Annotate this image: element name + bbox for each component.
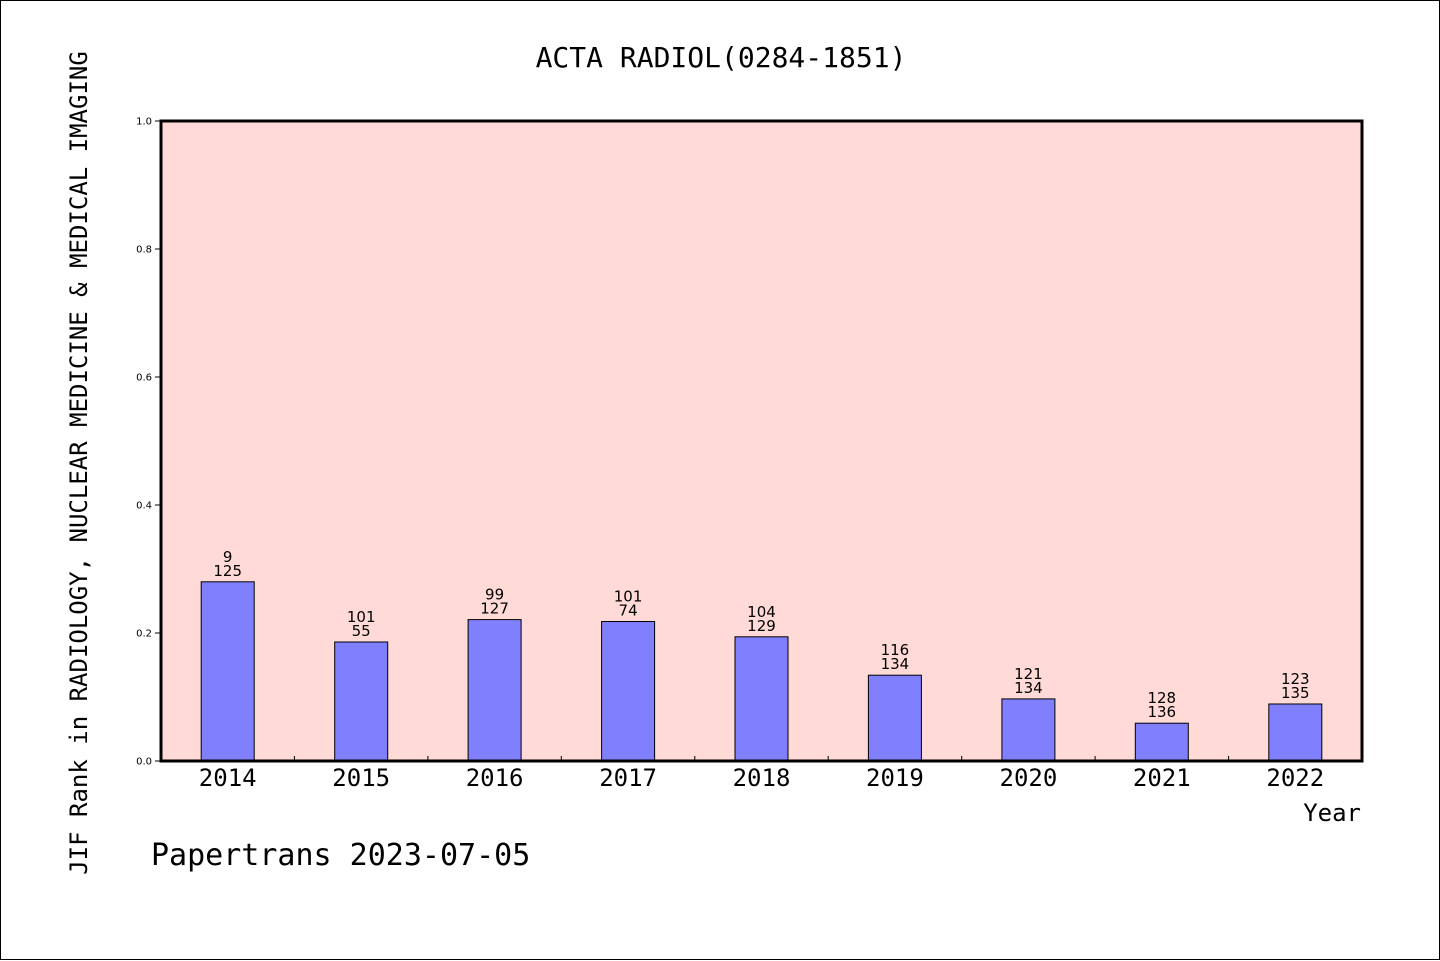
bar-2019	[867, 674, 922, 762]
bars-layer	[200, 581, 1323, 762]
x-tick-label-2022: 2022	[1266, 764, 1324, 792]
bar-label-bottom-2015: 55	[352, 622, 371, 640]
chart-title: ACTA RADIOL(0284-1851)	[536, 41, 907, 74]
x-axis-ticks: 2014 2015 2016 2017 2018 2019 2020 2021 2022	[199, 756, 1324, 792]
bar-2015	[334, 641, 389, 762]
y-tick-label: 1.0	[136, 117, 152, 128]
bar-label-bottom-2018: 129	[747, 617, 776, 635]
bar-2021	[1134, 722, 1189, 762]
bar-2014	[200, 581, 255, 762]
x-tick-label-2021: 2021	[1133, 764, 1191, 792]
y-tick-label: 0.0	[136, 757, 152, 768]
x-tick-label-2020: 2020	[1000, 764, 1058, 792]
y-tick-label: 0.8	[136, 245, 152, 256]
x-tick-label-2016: 2016	[466, 764, 524, 792]
y-tick-label: 0.2	[136, 629, 152, 640]
y-axis-ticks: 0.0 0.2 0.4 0.6 0.8 1.0	[136, 117, 161, 768]
x-tick-label-2017: 2017	[599, 764, 657, 792]
bar-label-top-2016: 99	[485, 586, 504, 604]
bar-label-top-2015: 101	[347, 608, 376, 626]
bar-label-bottom-2019: 134	[881, 655, 910, 673]
y-tick-label: 0.6	[136, 373, 152, 384]
x-tick-label-2018: 2018	[733, 764, 791, 792]
x-axis-label: Year	[1303, 799, 1361, 827]
bar-label-bottom-2020: 134	[1014, 679, 1043, 697]
x-tick-label-2019: 2019	[866, 764, 924, 792]
bar-2020	[1001, 698, 1056, 762]
bar-label-top-2019: 116	[881, 641, 910, 659]
bar-label-top-2014: 9	[223, 548, 233, 566]
bar-2022	[1268, 703, 1323, 762]
bar-2016	[467, 619, 522, 762]
bar-label-top-2018: 104	[747, 603, 776, 621]
bar-label-top-2020: 121	[1014, 665, 1043, 683]
bar-label-top-2017: 101	[614, 588, 643, 606]
bar-label-bottom-2016: 127	[480, 600, 509, 618]
x-tick-label-2015: 2015	[332, 764, 390, 792]
y-tick-label: 0.4	[136, 501, 152, 512]
bar-label-bottom-2014: 125	[213, 562, 242, 580]
bar-label-top-2021: 128	[1147, 689, 1176, 707]
x-tick-label-2014: 2014	[199, 764, 257, 792]
bar-2017	[601, 621, 656, 762]
bar-label-bottom-2017: 74	[619, 602, 638, 620]
bar-label-top-2022: 123	[1281, 670, 1310, 688]
plot-border	[159, 119, 1364, 763]
bar-label-bottom-2022: 135	[1281, 684, 1310, 702]
footer-text: Papertrans 2023-07-05	[151, 838, 530, 873]
y-axis-label: JIF Rank in RADIOLOGY, NUCLEAR MEDICINE …	[65, 51, 93, 875]
bar-2018	[734, 636, 789, 762]
bar-label-bottom-2021: 136	[1147, 703, 1176, 721]
